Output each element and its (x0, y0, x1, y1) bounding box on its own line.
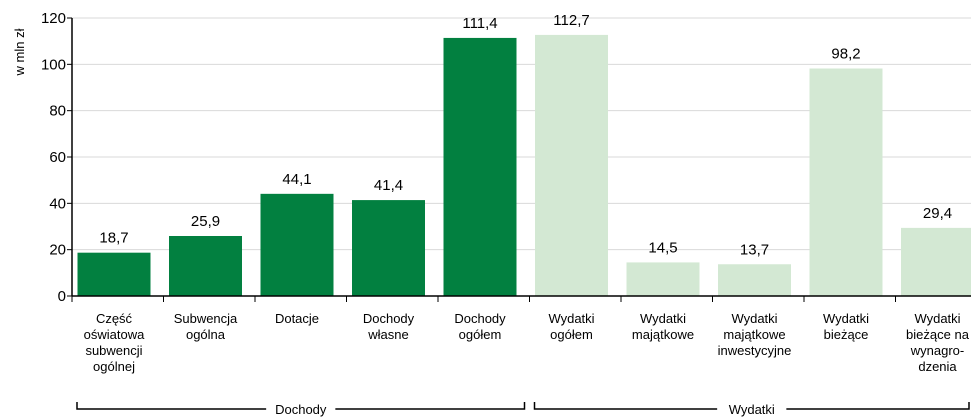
data-label: 18,7 (99, 230, 128, 247)
group-label: Dochody (275, 402, 327, 417)
y-tick-label: 0 (58, 288, 66, 305)
category-label: Wydatki ogółem (548, 311, 594, 342)
axes (67, 17, 971, 410)
data-label: 98,2 (831, 46, 860, 63)
data-label: 25,9 (191, 213, 220, 230)
bar (718, 264, 791, 296)
category-label: Część oświatowa subwencji ogólnej (84, 311, 145, 374)
data-label: 13,7 (740, 241, 769, 258)
data-label: 29,4 (923, 205, 952, 222)
category-label: Wydatki bieżące na wynagro-dzenia (906, 311, 970, 374)
y-tick-label: 60 (49, 149, 66, 166)
category-label: Subwencja ogólna (174, 311, 238, 342)
y-tick-label: 20 (49, 242, 66, 259)
y-tick-label: 40 (49, 195, 66, 212)
y-axis-title: w mln zł (12, 28, 27, 76)
category-label: Dochody własne (363, 311, 415, 342)
data-label: 41,4 (374, 177, 403, 194)
bar (169, 235, 242, 296)
group-label: Wydatki (729, 402, 775, 417)
y-tick-label: 100 (41, 56, 66, 73)
y-tick-label: 80 (49, 103, 66, 120)
category-label: Wydatki majątkowe inwestycyjne (718, 311, 792, 358)
data-label: 14,5 (648, 239, 677, 256)
bar (352, 200, 425, 296)
group-bracket (533, 402, 970, 410)
category-label: Wydatki bieżące (823, 311, 869, 342)
category-label: Wydatki majątkowe (632, 311, 694, 342)
bar (626, 262, 700, 296)
y-tick-label: 120 (41, 10, 66, 27)
bar (443, 37, 517, 296)
data-label: 44,1 (282, 171, 311, 188)
bar (77, 252, 151, 296)
labels: 0 20 40 60 80 100 120 18,7 Część oświatowa subwenc… (41, 10, 970, 417)
data-label: 112,7 (553, 12, 589, 29)
bars (77, 34, 971, 297)
bar (809, 68, 883, 297)
category-label: Dochody ogółem (454, 311, 506, 342)
bar (260, 193, 334, 296)
data-label: 111,4 (462, 15, 497, 32)
bar (901, 227, 971, 296)
group-bracket (76, 402, 526, 410)
category-label: Dotacje (275, 311, 319, 326)
bar (535, 34, 608, 296)
